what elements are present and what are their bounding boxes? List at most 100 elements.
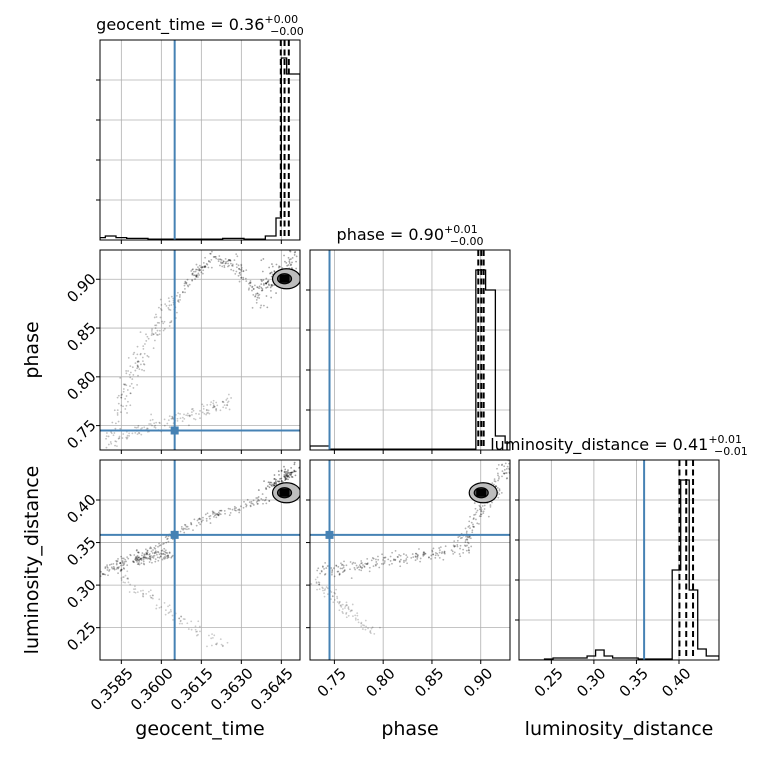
sample-point (106, 565, 109, 568)
sample-point (394, 558, 397, 561)
sample-point (176, 419, 179, 422)
sample-point (280, 470, 283, 472)
sample-point (121, 393, 124, 396)
sample-point (195, 275, 198, 277)
sample-point (151, 561, 153, 564)
sample-point (467, 549, 470, 551)
sample-point (150, 554, 152, 557)
sample-point (340, 605, 343, 608)
sample-point (140, 433, 143, 436)
sample-point (399, 554, 402, 557)
sample-point (398, 560, 401, 563)
density-peak (279, 488, 290, 497)
sample-point (162, 322, 165, 325)
sample-point (132, 560, 135, 563)
sample-point (156, 329, 159, 332)
sample-point (467, 536, 469, 539)
sample-point (164, 549, 167, 552)
sample-point (260, 279, 263, 281)
sample-point (186, 412, 189, 415)
sample-point (371, 557, 374, 559)
sample-point (480, 515, 482, 518)
sample-point (197, 518, 200, 521)
sample-point (217, 511, 220, 514)
sample-point (212, 399, 215, 402)
sample-point (209, 522, 212, 524)
sample-point (338, 573, 341, 576)
sample-point (256, 286, 259, 289)
sample-point (126, 437, 128, 440)
sample-point (143, 556, 146, 559)
sample-point (358, 568, 361, 571)
sample-point (159, 555, 162, 558)
sample-point (270, 484, 273, 486)
sample-point (158, 606, 161, 609)
sample-point (142, 556, 145, 559)
sample-point (210, 258, 213, 261)
sample-point (262, 258, 265, 260)
joint-panel-phase-luminosity_distance (309, 459, 511, 661)
sample-point (293, 470, 296, 473)
sample-point (360, 625, 363, 628)
sample-point (284, 478, 287, 480)
sample-point (229, 508, 232, 510)
sample-point (502, 472, 505, 475)
sample-point (339, 604, 342, 607)
sample-point (221, 645, 224, 648)
sample-point (271, 265, 274, 268)
sample-point (122, 576, 124, 579)
sample-point (136, 563, 139, 566)
sample-point (129, 365, 132, 367)
sample-point (285, 477, 288, 480)
sample-point (167, 419, 170, 422)
sample-point (465, 532, 468, 534)
sample-point (225, 260, 227, 263)
sample-point (261, 288, 264, 290)
sample-point (181, 291, 184, 294)
corner-panels: geocent_time = 0.36+0.00 −0.00 phase = 0.9… (21, 13, 748, 740)
sample-point (105, 432, 108, 434)
sample-point (280, 480, 283, 483)
sample-point (145, 548, 147, 551)
sample-point (371, 626, 374, 629)
sample-point (205, 262, 208, 265)
sample-point (155, 551, 158, 554)
sample-point (251, 285, 254, 288)
density-contours (468, 482, 498, 504)
sample-point (468, 551, 470, 554)
sample-point (295, 255, 298, 258)
sample-point (333, 591, 336, 594)
sample-point (493, 480, 496, 482)
sample-point (104, 566, 107, 568)
sample-point (215, 643, 217, 646)
sample-point (461, 536, 463, 539)
sample-point (183, 618, 186, 621)
sample-point (354, 617, 357, 620)
sample-point (323, 589, 326, 592)
sample-point (497, 496, 500, 499)
sample-point (137, 360, 140, 363)
sample-point (341, 610, 344, 613)
sample-point (273, 484, 275, 486)
sample-point (125, 436, 128, 439)
sample-point (171, 554, 174, 557)
sample-point (129, 376, 132, 379)
sample-point (438, 549, 441, 552)
sample-point (497, 464, 500, 466)
sample-point (157, 551, 160, 554)
sample-point (363, 566, 366, 568)
sample-point (215, 516, 218, 519)
sample-point (257, 503, 259, 505)
sample-point (107, 443, 110, 446)
sample-point (191, 407, 194, 410)
sample-point (172, 619, 174, 621)
sample-point (170, 555, 173, 558)
sample-point (498, 489, 501, 492)
sample-point (188, 283, 191, 286)
sample-point (416, 556, 419, 558)
sample-point (267, 279, 270, 282)
sample-point (116, 560, 119, 562)
sample-point (123, 383, 126, 386)
sample-point (330, 591, 333, 593)
sample-point (288, 262, 291, 264)
